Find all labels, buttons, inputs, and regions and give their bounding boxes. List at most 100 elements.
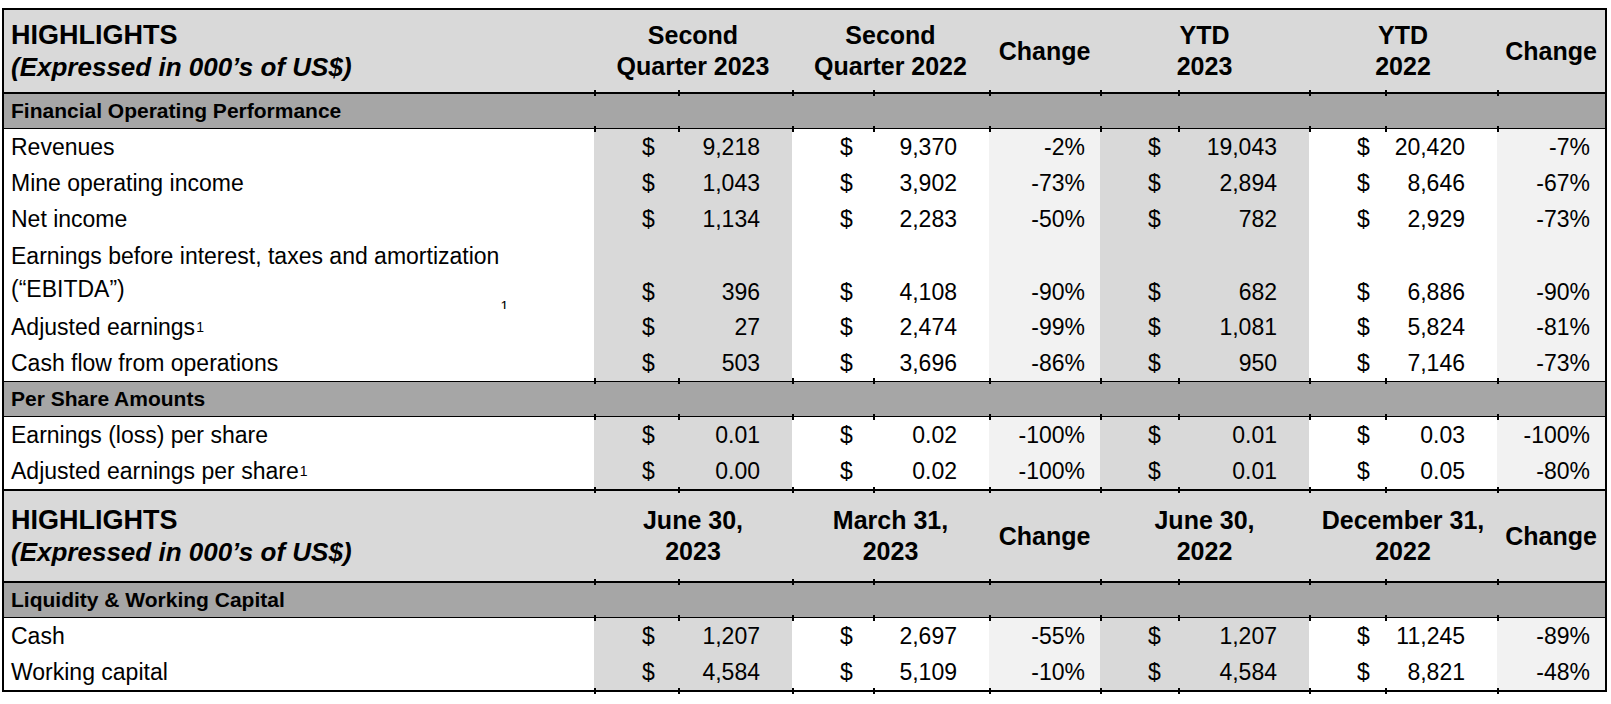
money-cell: $20,420 (1309, 129, 1497, 165)
currency-symbol: $ (1357, 350, 1370, 377)
column-header: Change (989, 491, 1100, 581)
money-cell: $2,929 (1309, 201, 1497, 237)
money-value: 5,109 (899, 659, 957, 686)
gridline-tick (792, 90, 794, 96)
table-row: Net income$1,134$2,283-50%$782$2,929-73% (4, 201, 1605, 237)
money-cell: $7,146 (1309, 345, 1497, 381)
column-header: March 31,2023 (792, 491, 989, 581)
change-value: -10% (1031, 659, 1085, 686)
column-header-line1: Change (1505, 521, 1597, 552)
gridline-tick (1497, 126, 1499, 132)
column-header: SecondQuarter 2022 (792, 10, 989, 92)
money-value: 0.05 (1420, 458, 1465, 485)
change-cell: -55% (989, 618, 1100, 654)
row-label: Net income (11, 203, 127, 236)
gridline-tick (1309, 126, 1311, 132)
money-cell: $8,646 (1309, 165, 1497, 201)
change-value: -90% (1536, 279, 1590, 306)
gridline-tick (989, 487, 991, 493)
gridline-tick (1178, 579, 1180, 585)
gridline-tick (873, 615, 875, 621)
money-cell: $2,697 (792, 618, 989, 654)
table-title: HIGHLIGHTS (11, 19, 594, 51)
section-band-label: Per Share Amounts (11, 387, 205, 411)
gridline-tick (678, 90, 680, 96)
change-cell: -48% (1497, 654, 1605, 690)
currency-symbol: $ (642, 350, 655, 377)
currency-symbol: $ (1357, 279, 1370, 306)
currency-symbol: $ (1357, 134, 1370, 161)
table-subtitle: (Expressed in 000’s of US$) (11, 536, 594, 568)
currency-symbol: $ (840, 279, 853, 306)
gridline-tick (1100, 688, 1102, 694)
money-cell: $0.01 (1100, 453, 1309, 489)
table-row: Earnings (loss) per share$0.01$0.02-100%… (4, 417, 1605, 453)
row-label-cell: Cash flow from operations (4, 345, 594, 381)
money-value: 0.01 (1232, 422, 1277, 449)
change-cell: -100% (989, 417, 1100, 453)
money-cell: $3,902 (792, 165, 989, 201)
row-label: Mine operating income (11, 167, 244, 200)
currency-symbol: $ (840, 170, 853, 197)
money-value: 3,696 (899, 350, 957, 377)
gridline-tick (1178, 378, 1180, 384)
change-cell: -90% (1497, 237, 1605, 309)
change-value: -67% (1536, 170, 1590, 197)
gridline-tick (594, 615, 596, 621)
change-value: -55% (1031, 623, 1085, 650)
money-value: 950 (1239, 350, 1277, 377)
currency-symbol: $ (642, 279, 655, 306)
money-cell: $3,696 (792, 345, 989, 381)
row-label-cell: Earnings before interest, taxes and amor… (4, 237, 594, 309)
column-header: June 30,2023 (594, 491, 792, 581)
table-row: Earnings before interest, taxes and amor… (4, 237, 1605, 309)
money-value: 396 (722, 279, 760, 306)
gridline-tick (1178, 688, 1180, 694)
change-value: -100% (1019, 422, 1085, 449)
money-value: 4,584 (1219, 659, 1277, 686)
money-cell: $4,584 (1100, 654, 1309, 690)
column-header: Change (989, 10, 1100, 92)
column-header-line1: Second (648, 20, 738, 51)
money-value: 19,043 (1207, 134, 1277, 161)
table-title: HIGHLIGHTS (11, 504, 594, 536)
money-value: 2,474 (899, 314, 957, 341)
money-cell: $0.01 (1100, 417, 1309, 453)
row-label-cell: Cash (4, 618, 594, 654)
gridline-tick (792, 615, 794, 621)
section-band: Per Share Amounts (4, 381, 1605, 417)
change-value: -2% (1044, 134, 1085, 161)
currency-symbol: $ (1148, 314, 1161, 341)
money-cell: $4,108 (792, 237, 989, 309)
currency-symbol: $ (840, 659, 853, 686)
section-band-label: Liquidity & Working Capital (11, 588, 285, 612)
money-value: 4,108 (899, 279, 957, 306)
gridline-tick (1385, 126, 1387, 132)
money-value: 7,146 (1407, 350, 1465, 377)
gridline-tick (1497, 688, 1499, 694)
column-header-line1: Change (1505, 36, 1597, 67)
money-value: 9,218 (702, 134, 760, 161)
change-cell: -73% (989, 165, 1100, 201)
column-header-line1: June 30, (1154, 505, 1254, 536)
row-label: Revenues (11, 131, 115, 164)
money-value: 2,697 (899, 623, 957, 650)
change-cell: -90% (989, 237, 1100, 309)
money-value: 11,245 (1396, 623, 1465, 650)
table-header-row: HIGHLIGHTS(Expressed in 000’s of US$)Jun… (4, 489, 1605, 583)
currency-symbol: $ (1357, 458, 1370, 485)
column-header: YTD2022 (1309, 10, 1497, 92)
money-value: 2,894 (1219, 170, 1277, 197)
change-value: -50% (1031, 206, 1085, 233)
column-header: SecondQuarter 2023 (594, 10, 792, 92)
change-value: -89% (1536, 623, 1590, 650)
change-value: -80% (1536, 458, 1590, 485)
gridline-tick (1385, 579, 1387, 585)
row-label: Earnings (loss) per share (11, 419, 268, 452)
row-label-cell: Working capital (4, 654, 594, 690)
change-value: -73% (1536, 206, 1590, 233)
gridline-tick (873, 688, 875, 694)
money-cell: $682 (1100, 237, 1309, 309)
money-cell: $0.01 (594, 417, 792, 453)
change-cell: -7% (1497, 129, 1605, 165)
